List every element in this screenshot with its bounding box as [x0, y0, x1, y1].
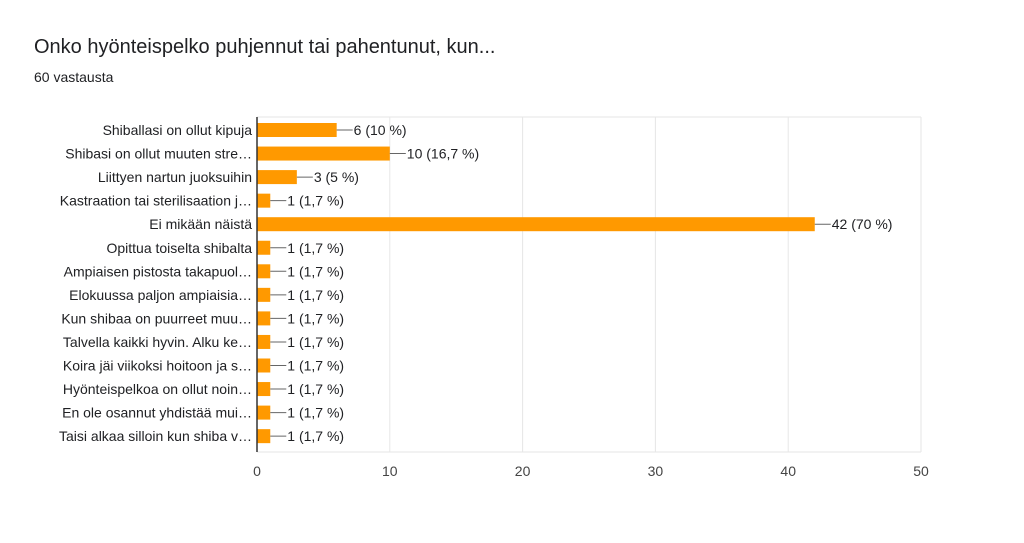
category-label: Ei mikään näistä [149, 216, 252, 232]
category-label: Ampiaisen pistosta takapuol… [64, 263, 252, 279]
bar [257, 358, 271, 373]
category-label: Talvella kaikki hyvin. Alku ke… [63, 334, 252, 350]
bar [257, 123, 337, 137]
bar [257, 170, 297, 185]
x-tick-label: 10 [382, 463, 398, 479]
category-label: Liittyen nartun juoksuihin [98, 169, 252, 185]
data-label: 1 (1,7 %) [287, 240, 344, 256]
data-label: 10 (16,7 %) [407, 146, 479, 162]
x-tick-label: 50 [913, 463, 929, 479]
category-label: Hyönteispelkoa on ollut noin… [63, 381, 252, 397]
category-label: Koira jäi viikoksi hoitoon ja s… [63, 358, 252, 374]
bar [257, 240, 271, 255]
category-label: Taisi alkaa silloin kun shiba v… [59, 428, 252, 444]
data-label: 42 (70 %) [832, 216, 893, 232]
x-tick-label: 0 [253, 463, 261, 479]
chart-title: Onko hyönteispelko puhjennut tai pahentu… [34, 36, 496, 58]
data-label: 6 (10 %) [354, 122, 407, 138]
data-label: 1 (1,7 %) [287, 193, 344, 209]
data-label: 1 (1,7 %) [287, 287, 344, 303]
x-tick-label: 20 [515, 463, 531, 479]
response-count: 60 vastausta [34, 69, 114, 85]
data-label: 1 (1,7 %) [287, 334, 344, 350]
bar [257, 405, 271, 420]
bar [257, 193, 271, 208]
category-label: Kun shibaa on puurreet muu… [61, 310, 252, 326]
category-label: Opittua toiselta shibalta [106, 240, 252, 256]
bar [257, 146, 390, 161]
data-label: 1 (1,7 %) [287, 263, 344, 279]
bar [257, 334, 271, 349]
data-label: 1 (1,7 %) [287, 358, 344, 374]
data-label: 1 (1,7 %) [287, 310, 344, 326]
data-label: 3 (5 %) [314, 169, 359, 185]
bar [257, 429, 271, 444]
category-label: Shiballasi on ollut kipuja [103, 122, 253, 138]
bar [257, 264, 271, 279]
category-label: Elokuussa paljon ampiaisia… [69, 287, 252, 303]
category-label: En ole osannut yhdistää mui… [62, 405, 252, 421]
x-tick-label: 40 [780, 463, 796, 479]
bar [257, 217, 815, 232]
category-label: Kastraation tai sterilisaation j… [60, 193, 252, 209]
data-label: 1 (1,7 %) [287, 428, 344, 444]
bar [257, 311, 271, 326]
x-tick-label: 30 [648, 463, 664, 479]
data-label: 1 (1,7 %) [287, 405, 344, 421]
bar [257, 287, 271, 302]
bar [257, 382, 271, 397]
data-label: 1 (1,7 %) [287, 381, 344, 397]
category-label: Shibasi on ollut muuten stre… [65, 146, 252, 162]
